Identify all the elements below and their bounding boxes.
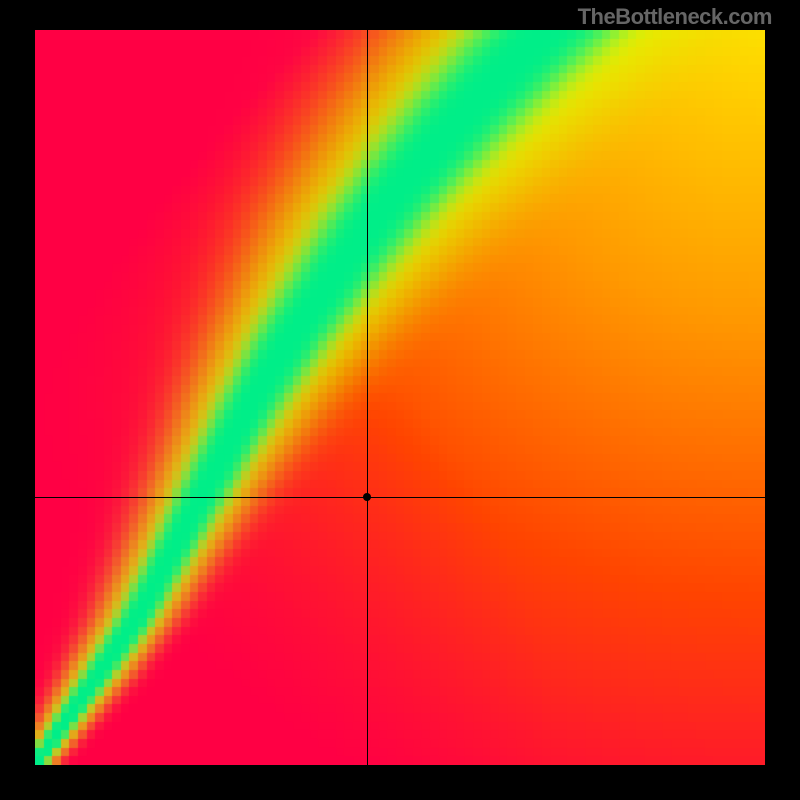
watermark-text: TheBottleneck.com bbox=[578, 4, 772, 30]
chart-container: TheBottleneck.com bbox=[0, 0, 800, 800]
crosshair-vertical bbox=[367, 30, 368, 765]
heatmap-plot bbox=[35, 30, 765, 765]
crosshair-horizontal bbox=[35, 497, 765, 498]
heatmap-canvas bbox=[35, 30, 765, 765]
marker-dot bbox=[363, 493, 371, 501]
